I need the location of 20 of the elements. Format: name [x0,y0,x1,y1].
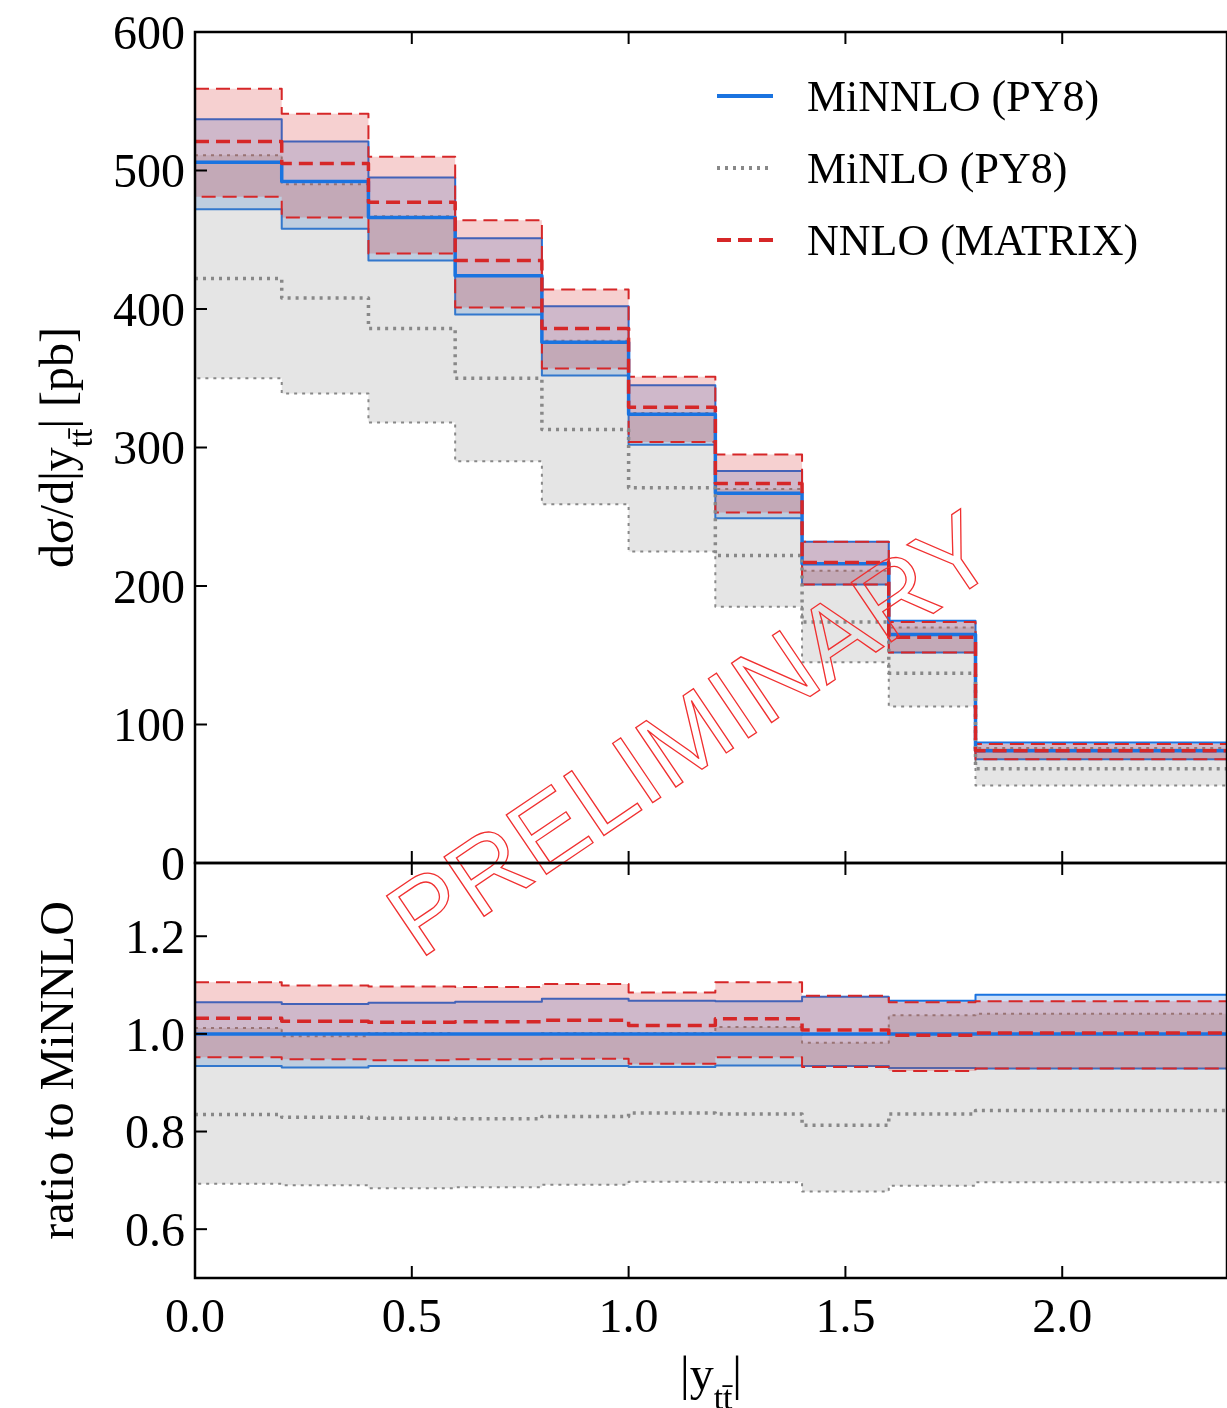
y-tick-label: 100 [113,698,185,752]
legend-label: MiNLO (PY8) [807,144,1068,194]
y-tick-label: 600 [113,5,185,59]
y-tick-label: 0.6 [125,1202,185,1256]
y-tick-label: 400 [113,282,185,336]
y-tick-label: 1.2 [125,910,185,964]
x-tick-label: 0.0 [165,1289,225,1342]
y-tick-label: 500 [113,144,185,198]
y-tick-label: 0 [161,836,185,890]
y-axis-title: ratio to MiNNLO [30,901,83,1240]
legend-label: MiNNLO (PY8) [807,72,1100,122]
x-tick-label: 1.0 [598,1289,659,1342]
legend-label: NNLO (MATRIX) [807,216,1139,266]
x-tick-label: 2.0 [1032,1289,1093,1342]
y-tick-label: 200 [113,559,185,613]
y-tick-label: 0.8 [125,1105,185,1159]
x-tick-label: 0.5 [381,1289,442,1342]
y-tick-label: 1.0 [125,1007,185,1061]
y-tick-label: 300 [113,421,185,475]
x-tick-label: 1.5 [815,1289,876,1342]
